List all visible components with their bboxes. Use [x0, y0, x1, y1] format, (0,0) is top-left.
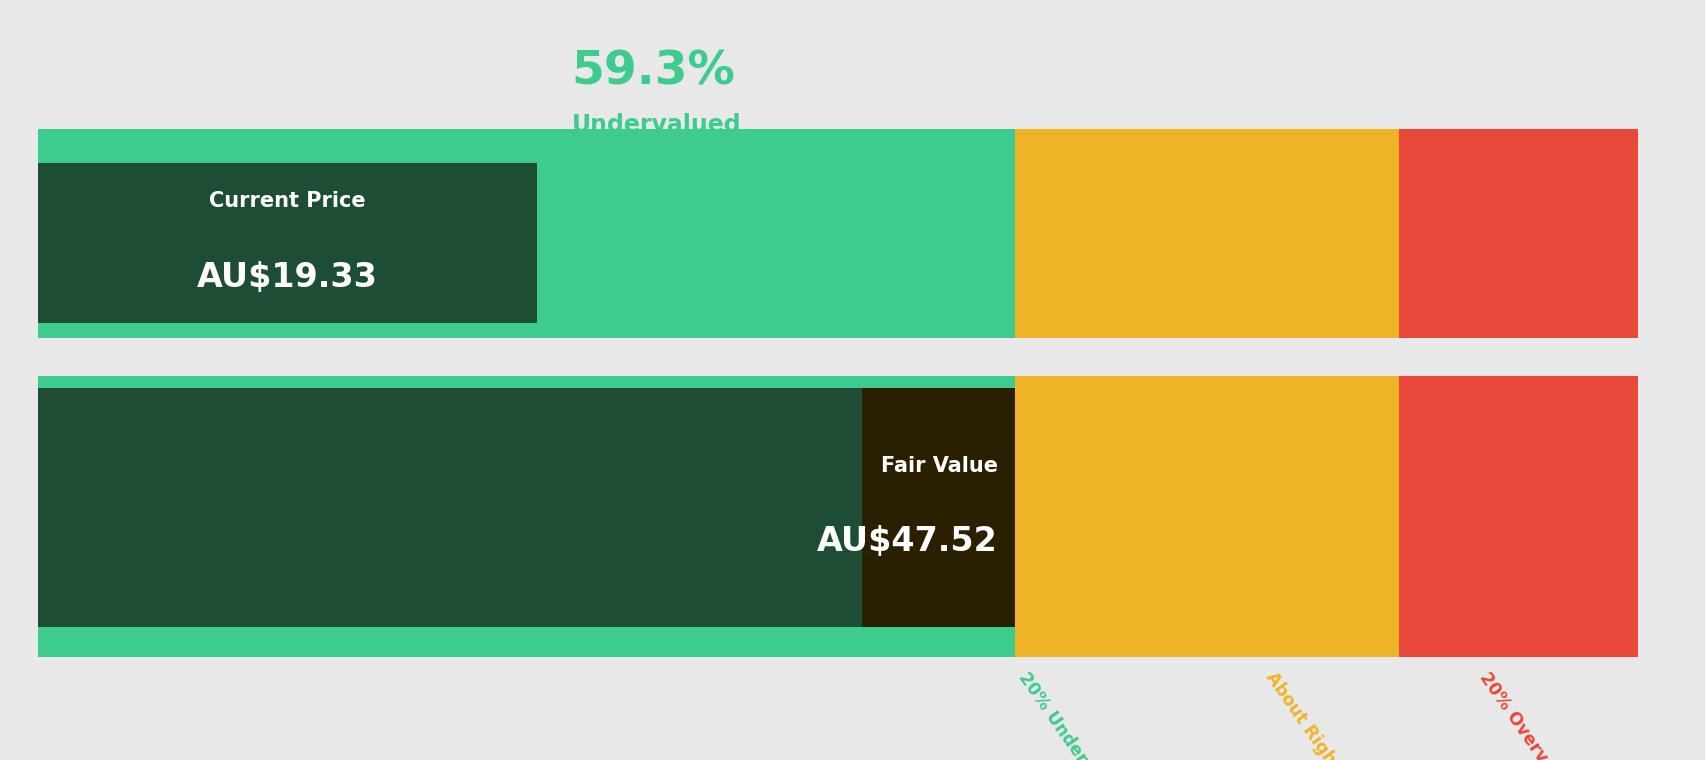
Bar: [861, 388, 1014, 627]
Text: 20% Overvalued: 20% Overvalued: [1475, 669, 1581, 760]
Text: 59.3%: 59.3%: [571, 49, 735, 95]
Bar: [1398, 376, 1637, 657]
Text: Fair Value: Fair Value: [880, 455, 997, 476]
Text: AU$47.52: AU$47.52: [817, 525, 997, 558]
Bar: [1014, 376, 1398, 657]
Bar: [38, 388, 1014, 627]
Text: 20% Undervalued: 20% Undervalued: [1014, 669, 1129, 760]
Bar: [1014, 129, 1398, 338]
Bar: [38, 376, 1014, 657]
Text: Current Price: Current Price: [210, 192, 365, 211]
Bar: [38, 129, 1014, 338]
Text: AU$19.33: AU$19.33: [196, 261, 379, 294]
Bar: [1398, 129, 1637, 338]
Text: Undervalued: Undervalued: [571, 113, 740, 138]
Bar: [38, 163, 537, 323]
Text: About Right: About Right: [1262, 669, 1344, 760]
